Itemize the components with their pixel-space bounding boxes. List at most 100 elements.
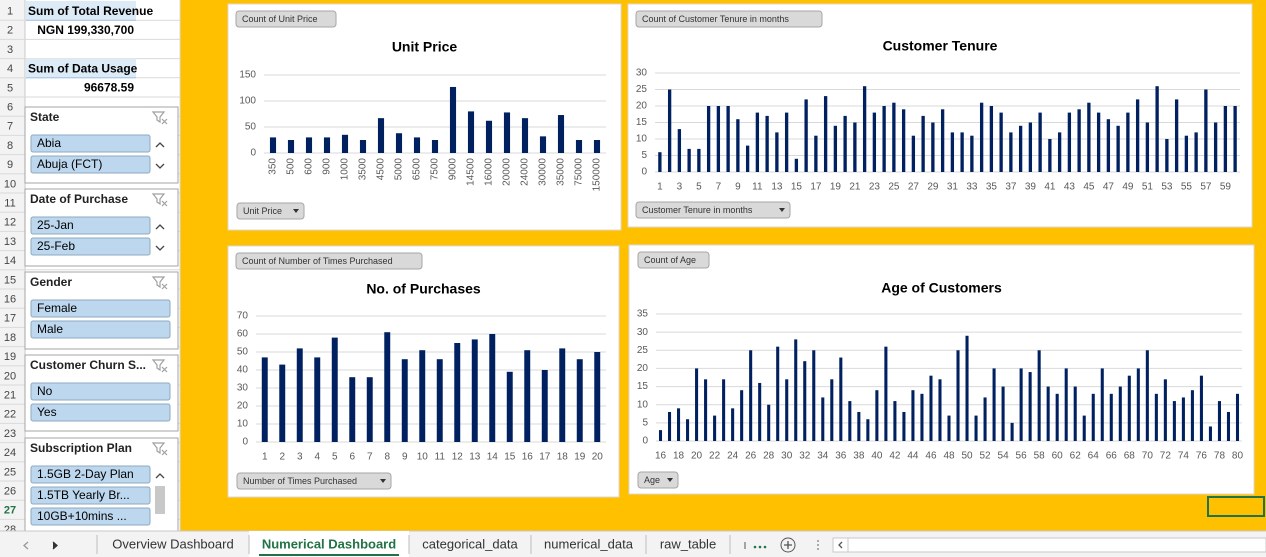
x-tick-label: 12 <box>452 452 464 463</box>
bar <box>506 371 513 442</box>
new-sheet-plus <box>784 541 792 549</box>
slicer-item[interactable] <box>30 320 171 339</box>
row-number: 9 <box>7 159 13 171</box>
x-tick-label: 4500 <box>376 158 387 181</box>
bar <box>713 415 717 441</box>
clear-filter-icon[interactable] <box>151 111 168 125</box>
row-number: 10 <box>4 178 16 190</box>
scroll-up[interactable] <box>155 142 165 148</box>
x-tick-label: 25 <box>888 182 900 193</box>
bar <box>1082 415 1086 441</box>
bar <box>1194 132 1198 172</box>
x-tick-label: 42 <box>889 451 901 462</box>
chart-title: Customer Tenure <box>883 38 998 54</box>
x-tick-label: 21 <box>849 182 861 193</box>
x-tick-label: 27 <box>908 182 920 193</box>
bar <box>296 348 303 442</box>
slicer-item[interactable] <box>30 237 151 256</box>
value-field-button[interactable] <box>635 10 823 28</box>
bar <box>1136 368 1140 441</box>
scroll-up[interactable] <box>155 473 165 479</box>
axis-field-button[interactable] <box>236 472 392 490</box>
axis-field-button[interactable] <box>637 471 679 489</box>
sheet-tab[interactable]: categorical_data <box>422 536 518 551</box>
bar <box>489 334 496 442</box>
tab-scroll-left[interactable] <box>23 541 29 550</box>
x-tick-label: 13 <box>469 452 481 463</box>
bar <box>1064 368 1068 441</box>
bar <box>1223 106 1228 172</box>
bar <box>1048 139 1052 172</box>
slicer-item[interactable] <box>30 507 151 526</box>
dropdown-arrow <box>667 478 673 482</box>
scroll-down[interactable] <box>155 163 165 169</box>
y-tick-label: 10 <box>237 419 249 430</box>
x-tick-label: 11 <box>752 182 763 193</box>
bar <box>1010 422 1014 441</box>
axis-field-button[interactable] <box>635 201 791 219</box>
sheet-tab[interactable]: numerical_data <box>544 536 634 551</box>
x-tick-label: 74 <box>1178 451 1190 462</box>
y-tick-label: 0 <box>242 437 248 448</box>
clear-filter-icon[interactable] <box>151 359 168 373</box>
horizontal-scrollbar[interactable] <box>832 537 1266 553</box>
slicer-item[interactable] <box>30 216 151 235</box>
slicer-item-label: Female <box>37 301 77 315</box>
slicer-item[interactable] <box>30 403 171 422</box>
slicer-item[interactable] <box>30 382 171 401</box>
row-number: 18 <box>4 332 16 344</box>
split-handle-dot <box>817 548 819 550</box>
active-tab[interactable] <box>249 531 409 557</box>
sheet-tab[interactable]: raw_table <box>660 536 716 551</box>
x-tick-label: 48 <box>943 451 955 462</box>
axis-field-button[interactable] <box>236 202 305 220</box>
bar <box>716 106 721 172</box>
x-tick-label: 17 <box>810 182 822 193</box>
bar <box>803 361 807 441</box>
scroll-up[interactable] <box>155 224 165 230</box>
scroll-down[interactable] <box>155 245 165 251</box>
row-number: 16 <box>4 294 16 306</box>
x-tick-label: 60 <box>1052 451 1064 462</box>
tab-scroll-right[interactable] <box>52 541 58 550</box>
scrollbar-left-arrow[interactable] <box>838 541 843 549</box>
x-tick-label: 9 <box>735 182 741 193</box>
x-tick-label: 34 <box>817 451 829 462</box>
slicer-item[interactable] <box>30 155 151 174</box>
value-field-button[interactable] <box>235 252 423 270</box>
bar <box>1135 99 1140 172</box>
row-number: 13 <box>4 236 16 248</box>
clear-filter-icon[interactable] <box>151 193 168 207</box>
bar <box>1106 119 1111 172</box>
bar <box>575 140 583 153</box>
slicer-item[interactable] <box>30 465 151 484</box>
x-tick-label: 36 <box>835 451 847 462</box>
x-tick-label: 35 <box>986 182 998 193</box>
sheet-tab[interactable]: Numerical Dashboard <box>262 536 396 551</box>
bar <box>1118 386 1122 441</box>
bar <box>305 137 313 153</box>
sheet-tab[interactable]: Overview Dashboard <box>112 536 233 551</box>
more-tabs-dot[interactable] <box>763 545 767 549</box>
slicer-item[interactable] <box>30 486 151 505</box>
slicer-item[interactable] <box>30 134 151 153</box>
slicer-item[interactable] <box>30 299 171 318</box>
more-tabs-dot[interactable] <box>758 545 762 549</box>
x-tick-label: 13 <box>771 182 783 193</box>
clear-filter-icon[interactable] <box>151 442 168 456</box>
bar <box>1154 393 1158 441</box>
y-tick-label: 25 <box>636 84 648 95</box>
bar <box>956 350 960 441</box>
slicer-item-label: 25-Jan <box>37 218 74 232</box>
value-field-button[interactable] <box>235 10 337 28</box>
bar <box>1126 112 1130 172</box>
x-tick-label: 24 <box>727 451 739 462</box>
more-tabs-dot[interactable] <box>753 545 757 549</box>
value-field-button[interactable] <box>637 251 710 269</box>
selected-cell[interactable] <box>1207 496 1265 517</box>
clear-filter-icon[interactable] <box>151 276 168 290</box>
row-number: 11 <box>4 198 15 210</box>
x-tick-label: 39 <box>1025 182 1037 193</box>
y-tick-label: 50 <box>245 122 257 133</box>
new-sheet-button[interactable] <box>780 537 796 553</box>
